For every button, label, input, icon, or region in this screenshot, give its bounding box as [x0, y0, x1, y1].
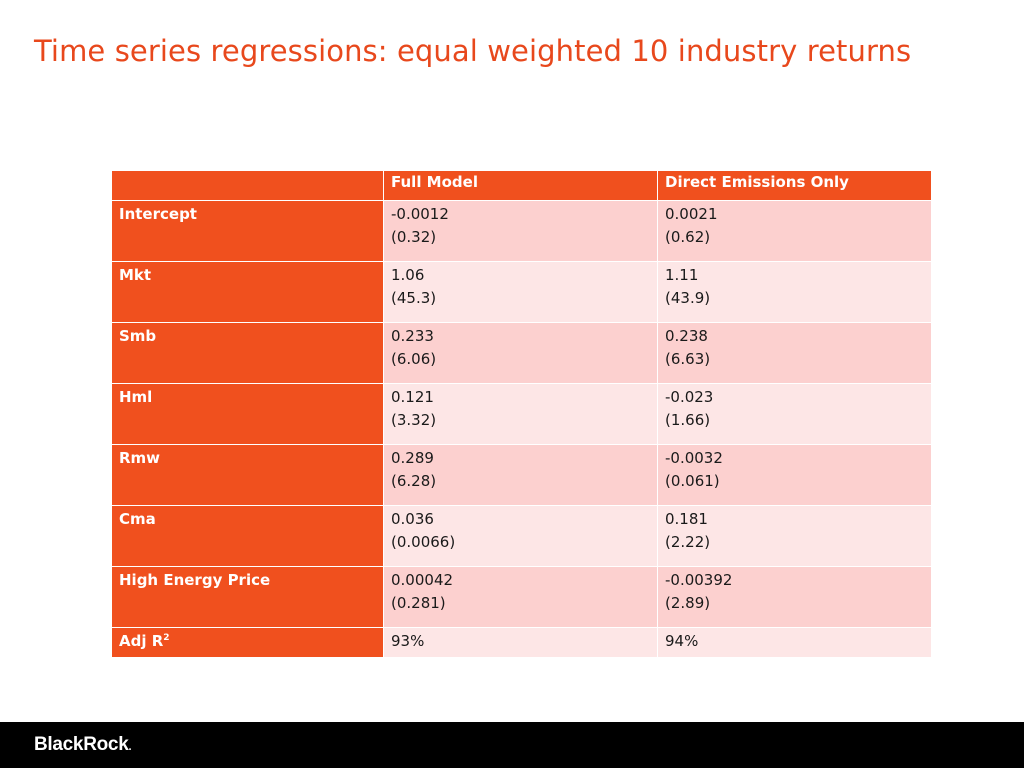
table-row-adj-r2: Adj R2 93% 94% [111, 627, 932, 658]
full-model-cell: 0.289 (6.28) [383, 444, 658, 506]
t-stat: (0.32) [391, 228, 437, 246]
direct-emissions-cell: 0.0021 (0.62) [657, 200, 932, 262]
full-model-cell: 0.121 (3.32) [383, 383, 658, 445]
footer-bar: BlackRock. [0, 722, 1024, 768]
table-row: Intercept -0.0012 (0.32) 0.0021 (0.62) [111, 200, 932, 262]
row-label: Hml [111, 383, 384, 445]
header-cell-empty [111, 170, 384, 201]
t-stat: (2.22) [665, 533, 711, 551]
coefficient: 1.11 [665, 266, 699, 284]
table-row: Cma 0.036 (0.0066) 0.181 (2.22) [111, 505, 932, 567]
full-model-cell: 0.036 (0.0066) [383, 505, 658, 567]
slide-title: Time series regressions: equal weighted … [34, 34, 912, 68]
row-label: Mkt [111, 261, 384, 323]
direct-emissions-cell: 0.238 (6.63) [657, 322, 932, 384]
coefficient: 0.238 [665, 327, 708, 345]
t-stat: (6.63) [665, 350, 711, 368]
coefficient: 0.0021 [665, 205, 718, 223]
table-header-row: Full Model Direct Emissions Only [111, 170, 932, 201]
t-stat: (2.89) [665, 594, 711, 612]
blackrock-logo: BlackRock. [34, 734, 132, 756]
coefficient: 0.289 [391, 449, 434, 467]
regression-table: Full Model Direct Emissions Only Interce… [111, 170, 932, 658]
t-stat: (43.9) [665, 289, 711, 307]
row-label: High Energy Price [111, 566, 384, 628]
full-model-cell: -0.0012 (0.32) [383, 200, 658, 262]
row-label-adj-r2: Adj R2 [111, 627, 384, 658]
direct-emissions-cell: -0.0032 (0.061) [657, 444, 932, 506]
coefficient: -0.00392 [665, 571, 733, 589]
row-label: Intercept [111, 200, 384, 262]
row-label: Smb [111, 322, 384, 384]
t-stat: (0.281) [391, 594, 446, 612]
full-model-cell: 1.06 (45.3) [383, 261, 658, 323]
coefficient: 0.121 [391, 388, 434, 406]
t-stat: (6.28) [391, 472, 437, 490]
t-stat: (0.62) [665, 228, 711, 246]
table-row: Smb 0.233 (6.06) 0.238 (6.63) [111, 322, 932, 384]
t-stat: (0.061) [665, 472, 720, 490]
full-model-adj-r2: 93% [383, 627, 658, 658]
t-stat: (6.06) [391, 350, 437, 368]
table-row: Rmw 0.289 (6.28) -0.0032 (0.061) [111, 444, 932, 506]
logo-text: BlackRock [34, 734, 129, 755]
t-stat: (3.32) [391, 411, 437, 429]
direct-emissions-cell: -0.023 (1.66) [657, 383, 932, 445]
header-cell-full-model: Full Model [383, 170, 658, 201]
row-label: Rmw [111, 444, 384, 506]
coefficient: 0.181 [665, 510, 708, 528]
table-row: Hml 0.121 (3.32) -0.023 (1.66) [111, 383, 932, 445]
table-row: Mkt 1.06 (45.3) 1.11 (43.9) [111, 261, 932, 323]
direct-emissions-cell: 1.11 (43.9) [657, 261, 932, 323]
logo-dot: . [128, 741, 132, 753]
t-stat: (0.0066) [391, 533, 456, 551]
superscript-2: 2 [163, 633, 170, 643]
adj-r-text: Adj R [119, 632, 164, 650]
t-stat: (45.3) [391, 289, 437, 307]
coefficient: -0.0012 [391, 205, 449, 223]
direct-emissions-adj-r2: 94% [657, 627, 932, 658]
direct-emissions-cell: 0.181 (2.22) [657, 505, 932, 567]
table-row: High Energy Price 0.00042 (0.281) -0.003… [111, 566, 932, 628]
header-cell-direct-emissions: Direct Emissions Only [657, 170, 932, 201]
full-model-cell: 0.00042 (0.281) [383, 566, 658, 628]
coefficient: -0.0032 [665, 449, 723, 467]
coefficient: 1.06 [391, 266, 425, 284]
t-stat: (1.66) [665, 411, 711, 429]
coefficient: -0.023 [665, 388, 714, 406]
coefficient: 0.00042 [391, 571, 454, 589]
row-label: Cma [111, 505, 384, 567]
full-model-cell: 0.233 (6.06) [383, 322, 658, 384]
coefficient: 0.036 [391, 510, 434, 528]
coefficient: 0.233 [391, 327, 434, 345]
direct-emissions-cell: -0.00392 (2.89) [657, 566, 932, 628]
